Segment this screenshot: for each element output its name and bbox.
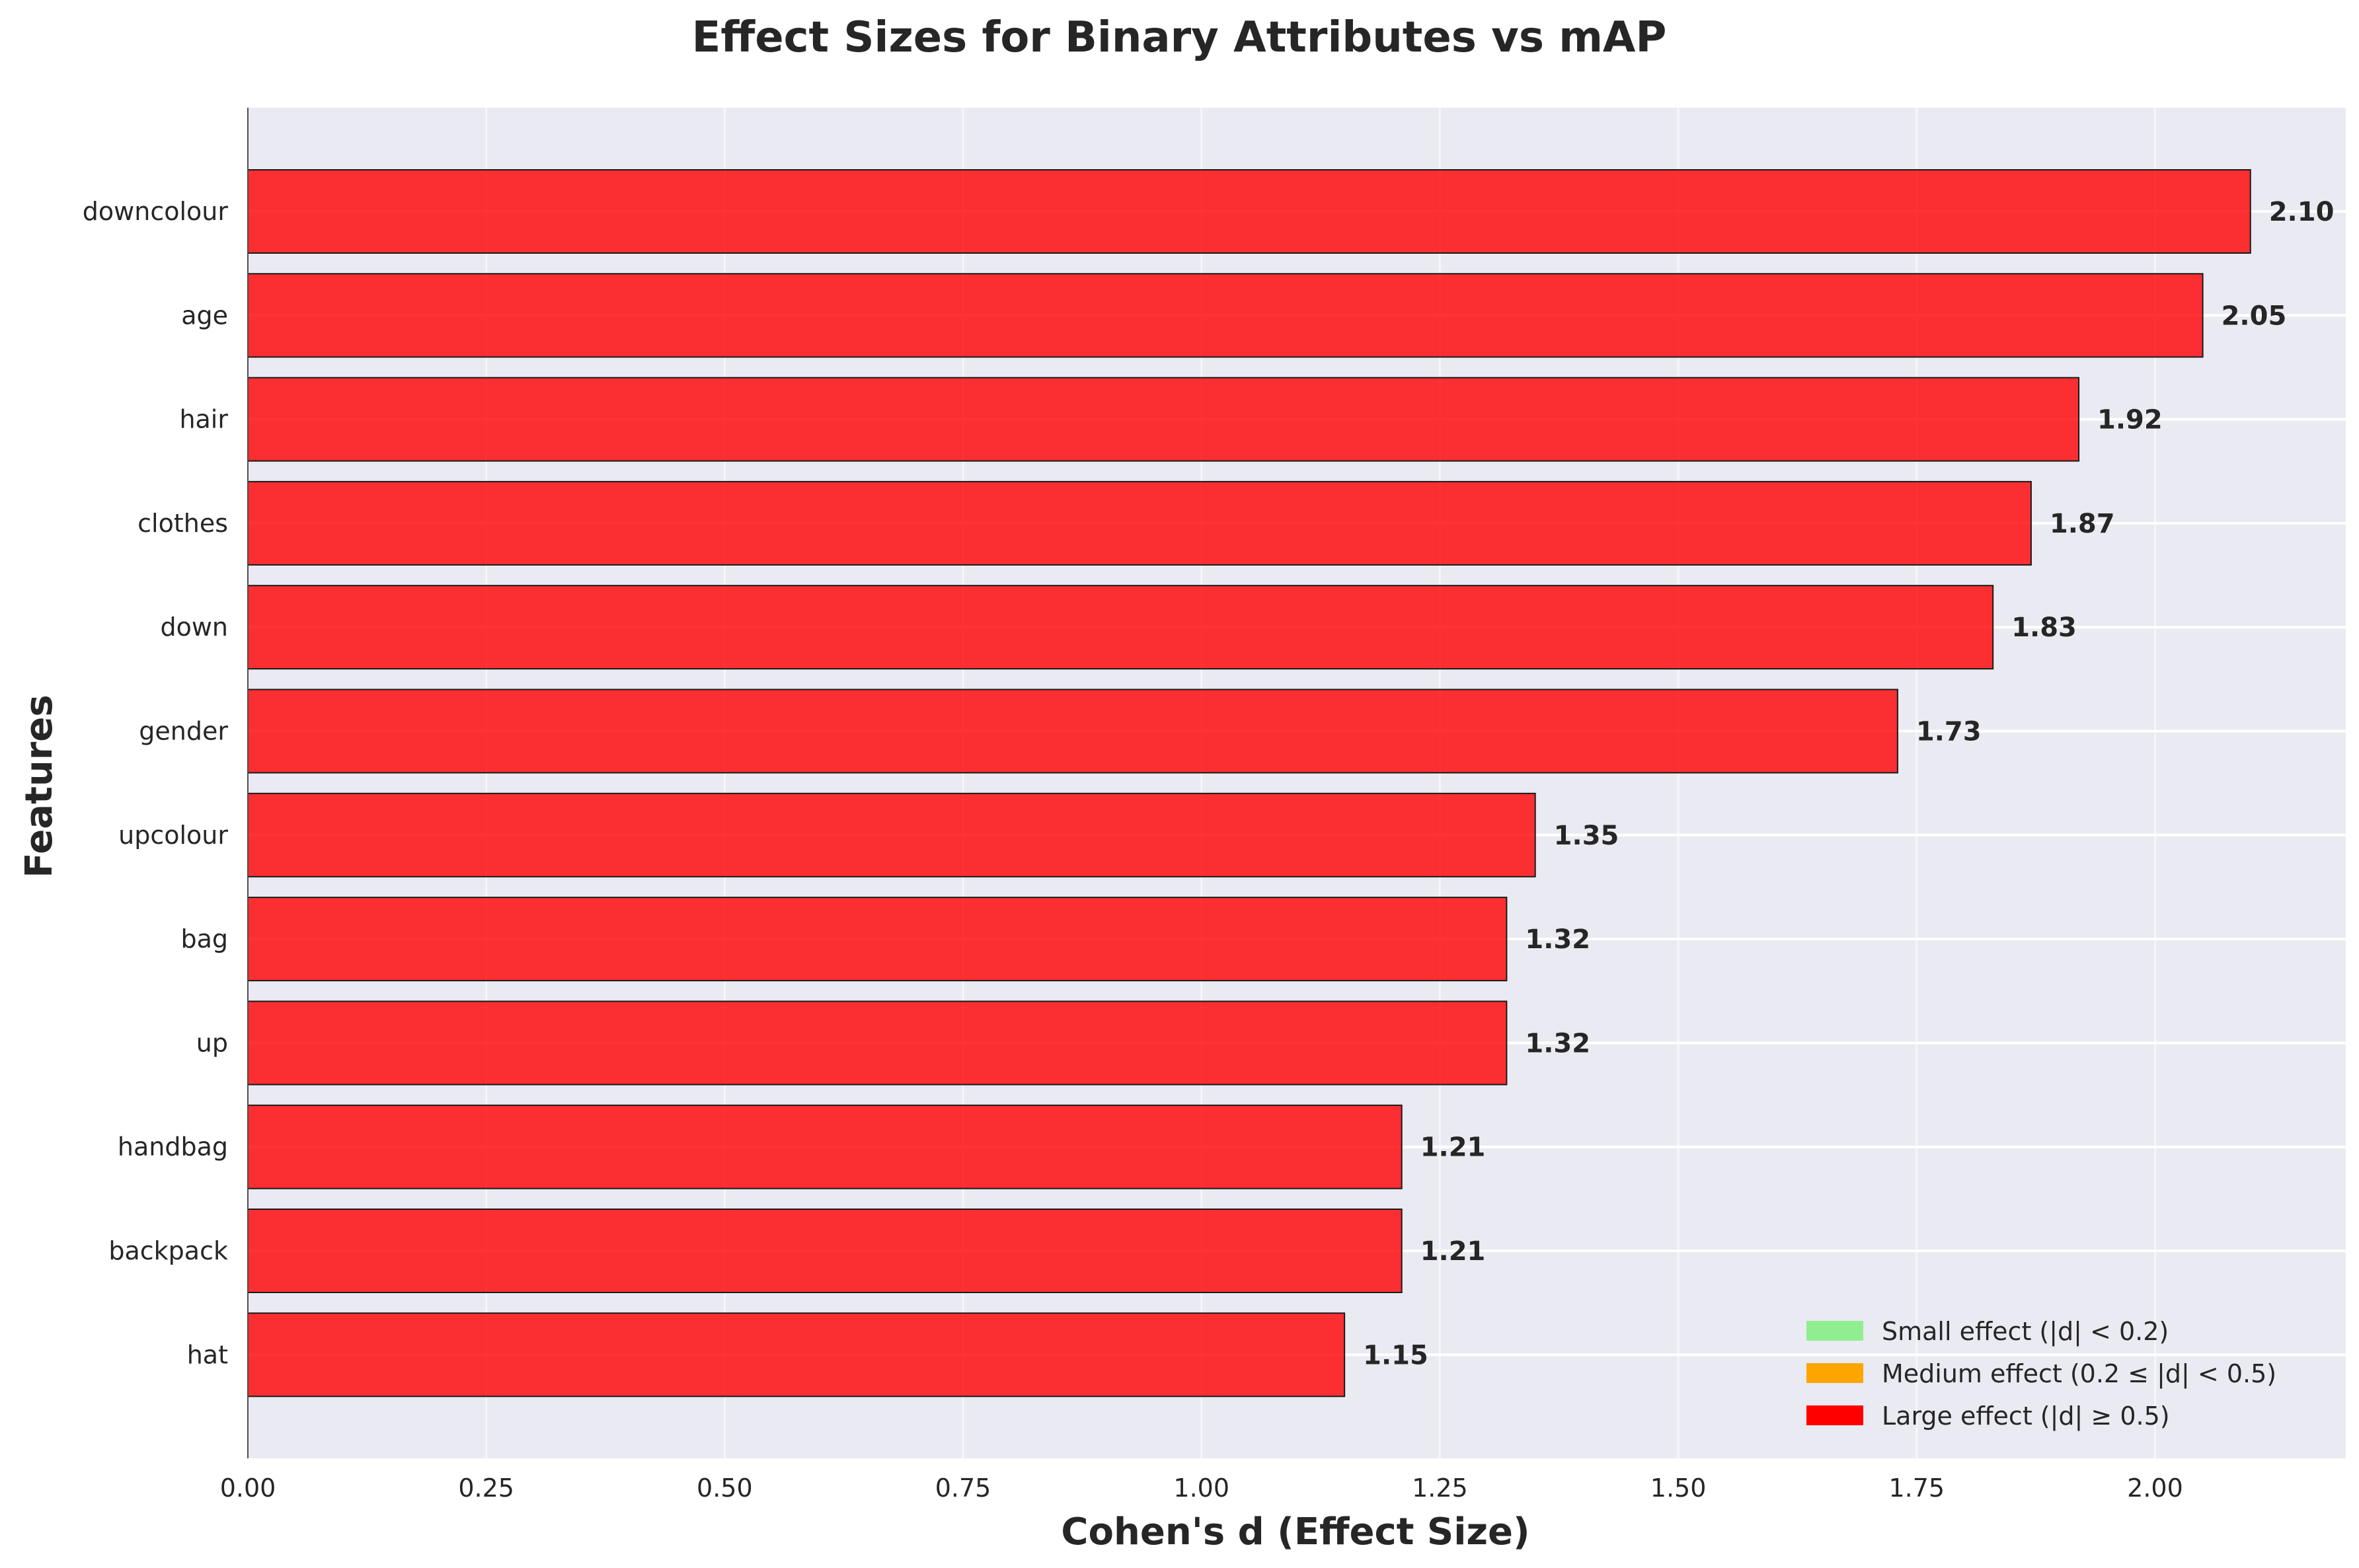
legend-label-large: Large effect (|d| ≥ 0.5) [1882, 1401, 2170, 1431]
y-tick-label: up [196, 1028, 228, 1057]
y-tick-label: downcolour [83, 197, 229, 226]
x-axis-title: Cohen's d (Effect Size) [1061, 1511, 1529, 1553]
value-label: 1.92 [2097, 405, 2163, 435]
bar-bag [247, 897, 1508, 982]
value-label: 2.10 [2269, 197, 2335, 227]
chart-title: Effect Sizes for Binary Attributes vs mA… [692, 13, 1667, 62]
x-axis-ticks: 0.00 0.25 0.50 0.75 1.00 1.25 1.50 1.75 2.00 [220, 1474, 2183, 1503]
value-label: 1.83 [2011, 613, 2077, 643]
y-tick-label: upcolour [118, 821, 228, 850]
value-label: 1.32 [1525, 924, 1590, 955]
y-tick-label: backpack [108, 1236, 228, 1265]
bar-age [247, 273, 2204, 358]
bar-down [247, 585, 1994, 670]
x-tick-label: 1.75 [1888, 1474, 1945, 1503]
x-tick-label: 0.25 [458, 1474, 514, 1503]
bar-backpack [247, 1209, 1403, 1293]
bar-upcolour [247, 792, 1536, 877]
value-label: 1.15 [1363, 1340, 1428, 1370]
bar-downcolour [247, 169, 2251, 254]
bar-handbag [247, 1104, 1403, 1189]
y-tick-label: bag [180, 924, 228, 953]
bar-hat [247, 1312, 1346, 1398]
bar-hair [247, 377, 2080, 462]
legend-label-medium: Medium effect (0.2 ≤ |d| < 0.5) [1882, 1359, 2276, 1389]
bars [247, 169, 2251, 1398]
x-tick-label: 0.75 [935, 1474, 991, 1503]
x-tick-label: 0.00 [220, 1474, 276, 1503]
y-tick-label: age [181, 301, 228, 330]
x-tick-label: 0.50 [697, 1474, 753, 1503]
value-label: 2.05 [2222, 301, 2287, 331]
legend-swatch-medium [1806, 1363, 1863, 1383]
y-tick-label: clothes [137, 509, 228, 538]
y-tick-label: gender [139, 717, 228, 746]
value-label: 1.21 [1420, 1236, 1486, 1267]
value-label: 1.32 [1525, 1028, 1590, 1059]
value-labels: 2.10 2.05 1.92 1.87 1.83 1.73 1.35 1.32 1.32 1.21… [1363, 197, 2334, 1370]
x-tick-label: 1.00 [1173, 1474, 1229, 1503]
value-label: 1.73 [1916, 717, 1982, 747]
x-tick-label: 2.00 [2127, 1474, 2183, 1503]
bar-gender [247, 689, 1898, 774]
legend-swatch-small [1806, 1321, 1863, 1341]
x-tick-label: 1.25 [1412, 1474, 1468, 1503]
value-label: 1.87 [2050, 509, 2115, 539]
legend-swatch-large [1806, 1405, 1863, 1425]
legend: Small effect (|d| < 0.2) Medium effect (… [1806, 1317, 2276, 1431]
y-tick-label: hair [179, 405, 228, 434]
y-axis-title: Features [18, 694, 61, 877]
y-tick-label: down [160, 613, 228, 642]
x-tick-label: 1.50 [1650, 1474, 1707, 1503]
y-tick-label: hat [187, 1340, 228, 1369]
y-axis-labels: downcolour age hair clothes down gender upcolo… [83, 197, 229, 1369]
y-tick-label: handbag [118, 1133, 228, 1162]
legend-label-small: Small effect (|d| < 0.2) [1882, 1317, 2169, 1347]
bar-clothes [247, 480, 2032, 566]
bar-up [247, 1000, 1508, 1086]
value-label: 1.21 [1420, 1133, 1486, 1163]
value-label: 1.35 [1554, 821, 1619, 851]
